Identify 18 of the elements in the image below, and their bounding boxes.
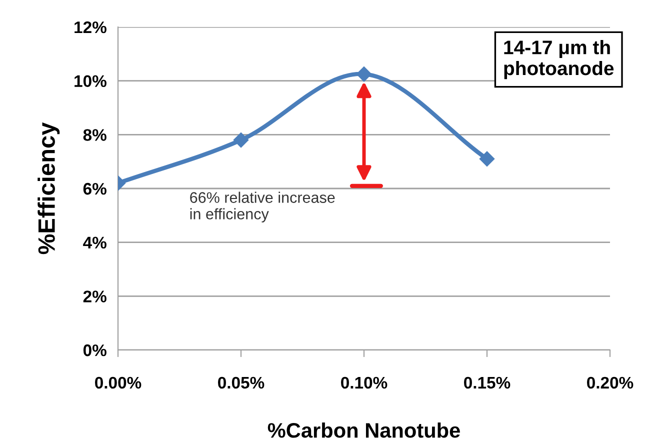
x-tick-label: 0.00% xyxy=(95,376,142,389)
annotation: 14-17 μm th photoanode xyxy=(504,40,614,80)
y-tick-label: 8% xyxy=(83,129,106,141)
y-tick-label: 4% xyxy=(83,236,106,249)
y-tick-label: 10% xyxy=(74,75,106,88)
x-tick-label: 0.15% xyxy=(464,376,510,389)
x-tick-label: 0.05% xyxy=(218,376,264,389)
point xyxy=(479,151,495,166)
y-axis-title: %Efficiency xyxy=(38,122,60,254)
x-tick-label: 0.10% xyxy=(341,376,388,389)
y-tick-label: 0% xyxy=(83,344,106,356)
x-tick-label: 0.20% xyxy=(587,376,634,389)
annotation: 66% relative increase in efficiency xyxy=(190,192,335,222)
x-axis-title: %Carbon Nanotube xyxy=(268,422,460,438)
y-tick-label: 6% xyxy=(83,182,106,195)
y-tick-label: 2% xyxy=(83,290,106,302)
point xyxy=(356,66,372,82)
y-tick-label: 12% xyxy=(74,21,106,34)
